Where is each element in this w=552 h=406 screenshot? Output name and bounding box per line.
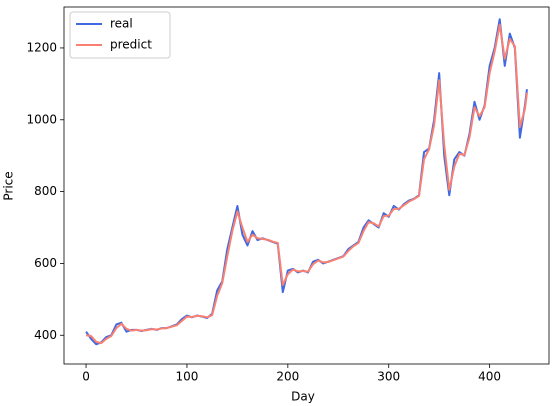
plot-frame — [63, 6, 550, 365]
x-tick-label: 300 — [377, 370, 400, 384]
legend-label: real — [110, 17, 133, 31]
x-tick-label: 0 — [82, 370, 90, 384]
y-axis-label: Price — [2, 171, 16, 200]
line-series — [85, 18, 528, 346]
x-tick-label: 100 — [175, 370, 198, 384]
y-tick-label: 600 — [34, 256, 57, 270]
y-tick-label: 400 — [34, 328, 57, 342]
y-tick-label: 800 — [34, 184, 57, 198]
line-series — [85, 23, 528, 345]
y-tick-label: 1200 — [26, 40, 57, 54]
x-axis-label: Day — [291, 390, 315, 404]
legend-label: predict — [110, 38, 152, 52]
y-tick-label: 1000 — [26, 112, 57, 126]
x-tick-label: 200 — [276, 370, 299, 384]
x-tick-label: 400 — [478, 370, 501, 384]
